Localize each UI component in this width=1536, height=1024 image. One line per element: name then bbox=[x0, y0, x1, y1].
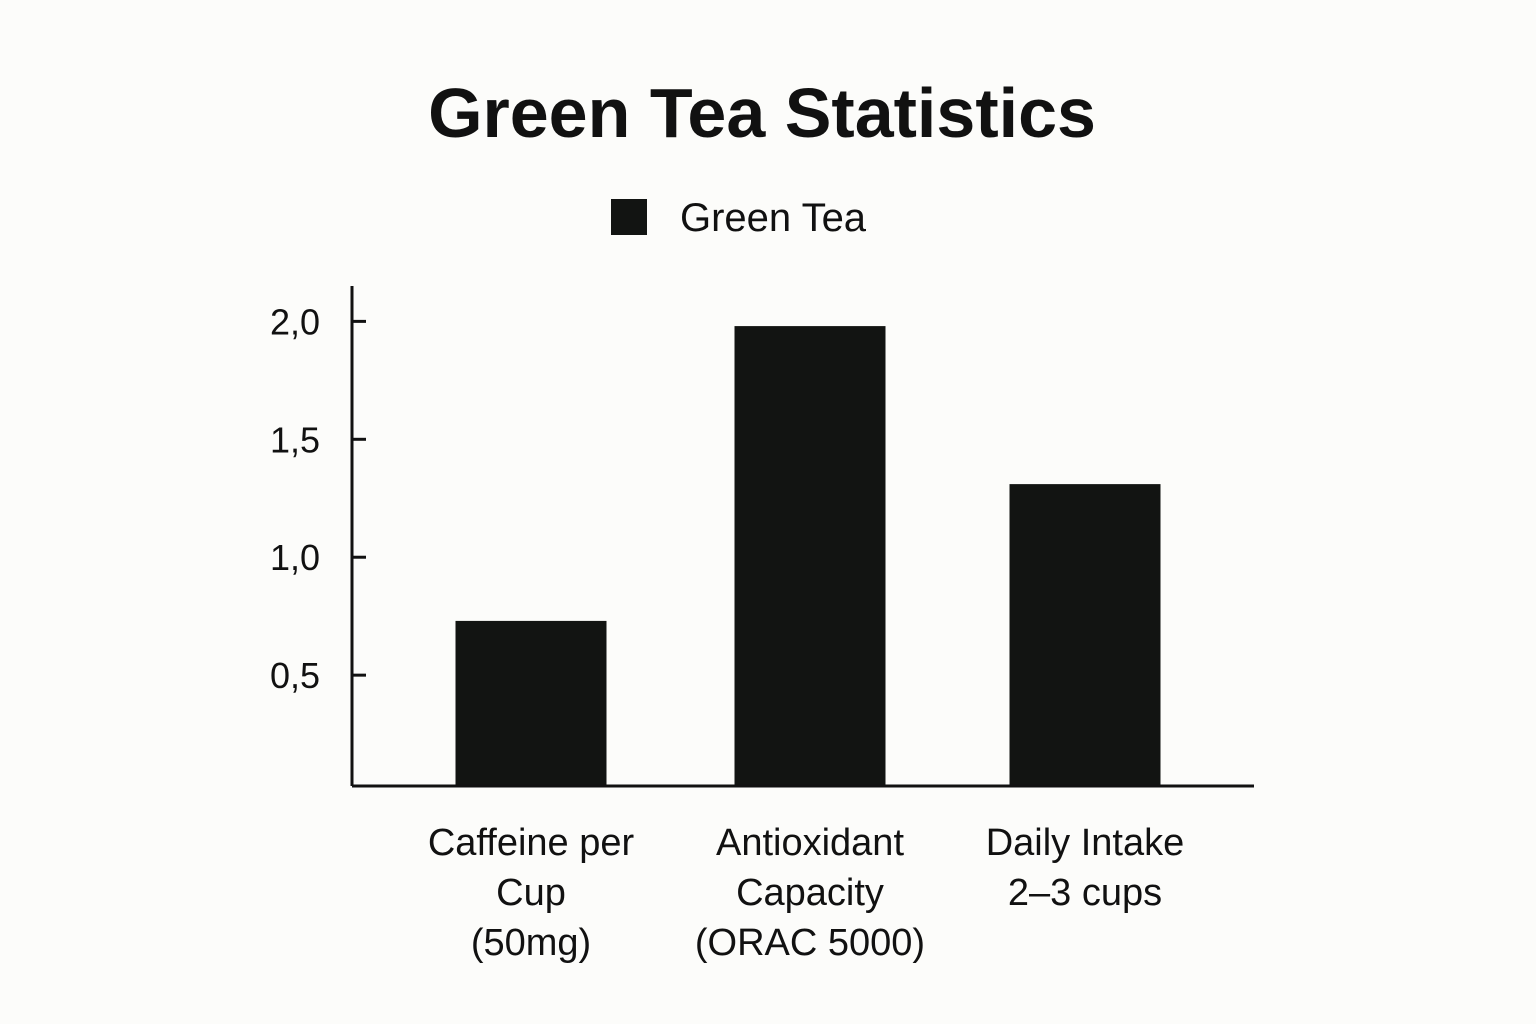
chart-root: Green Tea Statistics Green Tea 0,5 1,0 1,5… bbox=[0, 0, 1536, 1024]
legend-label: Green Tea bbox=[680, 196, 867, 240]
x-tick-label: Caffeine per Cup (50mg) bbox=[428, 822, 635, 964]
bar-chart: Green Tea Statistics Green Tea 0,5 1,0 1,5… bbox=[0, 0, 1536, 1024]
y-tick-label: 2,0 bbox=[270, 301, 320, 342]
y-tick-label: 1,0 bbox=[270, 537, 320, 578]
x-tick-label-line: Capacity bbox=[736, 872, 884, 914]
bar bbox=[456, 621, 607, 786]
bar bbox=[1010, 484, 1161, 786]
x-tick-label: Antioxidant Capacity (ORAC 5000) bbox=[695, 822, 925, 964]
bars bbox=[456, 326, 1161, 786]
x-tick-label-line: 2–3 cups bbox=[1008, 872, 1162, 914]
legend: Green Tea bbox=[611, 196, 867, 240]
y-axis: 0,5 1,0 1,5 2,0 bbox=[270, 286, 366, 786]
legend-swatch bbox=[611, 199, 647, 235]
chart-title: Green Tea Statistics bbox=[428, 74, 1096, 152]
x-tick-label-line: Cup bbox=[496, 872, 566, 914]
x-axis: Caffeine per Cup (50mg) Antioxidant Capacity… bbox=[352, 786, 1254, 964]
y-tick-label: 1,5 bbox=[270, 419, 320, 460]
bar bbox=[735, 326, 886, 786]
x-tick-label-line: (50mg) bbox=[471, 922, 591, 964]
x-tick-label-line: Antioxidant bbox=[716, 822, 904, 864]
x-tick-label-line: Daily Intake bbox=[986, 822, 1185, 864]
x-tick-label-line: (ORAC 5000) bbox=[695, 922, 925, 964]
x-tick-label: Daily Intake 2–3 cups bbox=[986, 822, 1185, 914]
y-tick-label: 0,5 bbox=[270, 655, 320, 696]
x-tick-label-line: Caffeine per bbox=[428, 822, 635, 864]
